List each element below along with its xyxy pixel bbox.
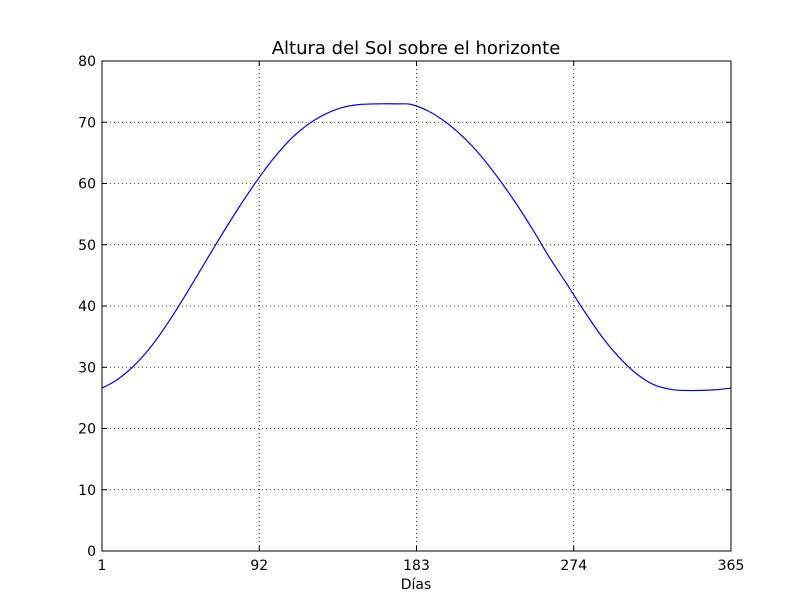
x-tick-label: 274 bbox=[560, 558, 587, 574]
y-tick-label: 30 bbox=[78, 360, 96, 376]
x-tick-label: 365 bbox=[718, 558, 745, 574]
y-tick-label: 50 bbox=[78, 238, 96, 254]
x-axis-label: Días bbox=[401, 577, 432, 593]
grid bbox=[102, 61, 731, 551]
ticks: 1 92 183 274 365 0 10 20 30 40 50 60 70 80 bbox=[78, 54, 744, 574]
y-tick-label: 70 bbox=[78, 115, 96, 131]
chart-title: Altura del Sol sobre el horizonte bbox=[272, 38, 561, 59]
y-tick-label: 60 bbox=[78, 177, 96, 193]
y-tick-label: 40 bbox=[78, 299, 96, 315]
y-tick-label: 0 bbox=[87, 544, 96, 560]
x-tick-label: 1 bbox=[98, 558, 107, 574]
series-layer bbox=[101, 103, 732, 392]
x-tick-label: 92 bbox=[250, 558, 268, 574]
y-tick-label: 20 bbox=[78, 422, 96, 438]
y-tick-label: 10 bbox=[78, 483, 96, 499]
y-tick-label: 80 bbox=[78, 54, 96, 70]
series-line bbox=[101, 103, 732, 392]
x-tick-label: 183 bbox=[403, 558, 430, 574]
